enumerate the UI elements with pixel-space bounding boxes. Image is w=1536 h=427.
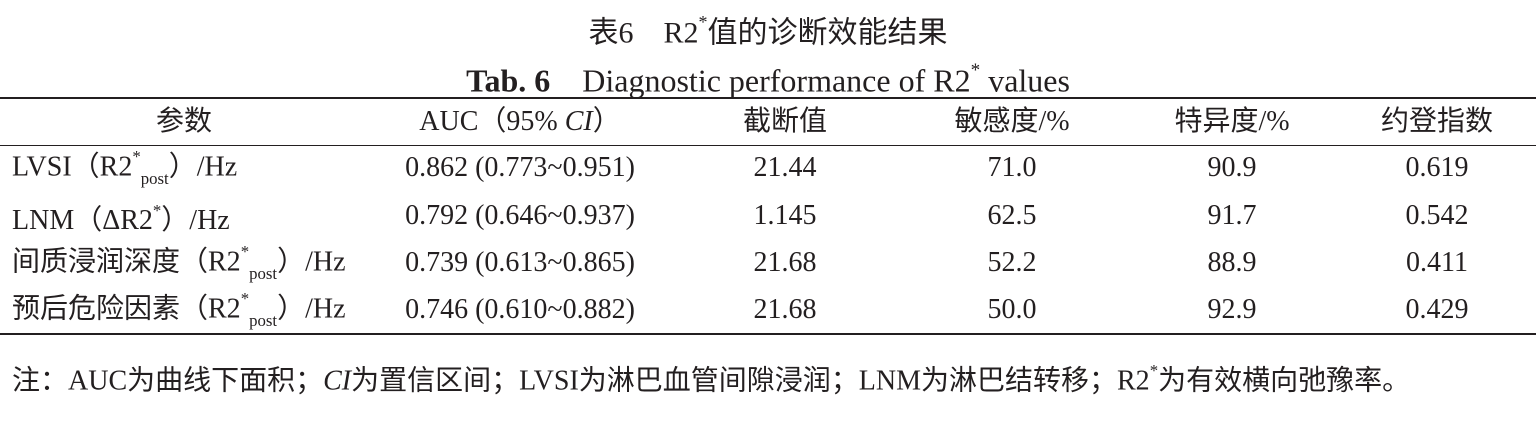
text-segment: post (249, 310, 278, 330)
text-segment: ） (592, 106, 621, 137)
text-segment: post (249, 263, 278, 283)
table-cell: 1.145 (753, 200, 817, 231)
table-cell: 90.9 (1207, 152, 1257, 183)
text-segment: * (240, 289, 250, 309)
table-cell: 52.2 (987, 247, 1037, 278)
table-cell: 21.68 (753, 294, 817, 325)
table-cell: 0.746 (0.610~0.882) (405, 294, 635, 325)
table-cell: 62.5 (987, 200, 1037, 231)
text-segment: LNM（ΔR2 (12, 205, 153, 237)
table-cell: LNM（ΔR2*）/Hz (12, 194, 230, 238)
text-segment: LVSI（R2 (12, 151, 133, 183)
text-segment: * (240, 242, 250, 262)
text-segment: ）/Hz (168, 151, 238, 183)
title-cn: 表6 R2*值的诊断效能结果 (0, 4, 1536, 51)
header-cell: 截断值 (742, 106, 828, 137)
table-cell: 0.619 (1405, 152, 1469, 183)
text-segment: ）/Hz (277, 293, 346, 325)
text-segment: 注：AUC为曲线下面积； (12, 365, 324, 397)
text-segment: post (140, 168, 169, 188)
header-rule (0, 145, 1536, 146)
text-segment: * (132, 147, 141, 167)
table-cell: 0.739 (0.613~0.865) (405, 247, 635, 278)
header-cell: AUC（95% CI） (419, 105, 620, 139)
text-segment: 预后危险因素（R2 (12, 293, 241, 325)
title-en: Tab. 6 Diagnostic performance of R2* val… (0, 52, 1536, 99)
text-segment: ）/Hz (161, 205, 230, 237)
table-cell: LVSI（R2*post）/Hz (12, 140, 237, 196)
text-segment: 值的诊断效能结果 (707, 16, 948, 50)
table-cell: 91.7 (1207, 200, 1257, 231)
table-cell: 0.542 (1405, 200, 1469, 231)
text-segment: * (152, 200, 162, 220)
text-segment: 间质浸润深度（R2 (12, 246, 241, 278)
table-note: 注：AUC为曲线下面积；CI为置信区间；LVSI为淋巴血管间隙浸润；LNM为淋巴… (12, 352, 1530, 400)
text-segment: values (980, 62, 1070, 99)
text-segment: 为置信区间；LVSI为淋巴血管间隙浸润；LNM为淋巴结转移；R2 (351, 365, 1150, 397)
text-segment: CI (564, 106, 593, 137)
text-segment: CI (323, 365, 352, 397)
text-segment: 为有效横向弛豫率。 (1158, 365, 1411, 397)
table-cell: 0.792 (0.646~0.937) (405, 200, 635, 231)
table-cell: 21.68 (753, 247, 817, 278)
table-cell: 0.411 (1406, 247, 1468, 278)
text-segment: Diagnostic performance of R2 (550, 62, 971, 99)
table-cell: 预后危险因素（R2*post）/Hz (12, 282, 346, 338)
text-segment: 表6 R2 (588, 16, 699, 50)
bottom-rule (0, 333, 1536, 335)
header-cell: 敏感度/% (954, 106, 1070, 137)
table-cell: 0.862 (0.773~0.951) (405, 152, 635, 183)
text-segment: AUC（95% (419, 106, 565, 137)
table-cell: 0.429 (1405, 294, 1469, 325)
table-cell: 71.0 (987, 152, 1037, 183)
text-segment: * (970, 60, 981, 81)
text-segment: * (1149, 361, 1159, 380)
table-cell: 间质浸润深度（R2*post）/Hz (12, 235, 346, 291)
table-cell: 50.0 (987, 294, 1037, 325)
text-segment: ）/Hz (277, 246, 346, 278)
table-cell: 88.9 (1207, 247, 1257, 278)
header-cell: 特异度/% (1174, 106, 1290, 137)
table-cell: 21.44 (753, 152, 817, 183)
top-rule (0, 97, 1536, 99)
text-segment: Tab. 6 (466, 62, 551, 99)
table-cell: 92.9 (1207, 294, 1257, 325)
header-cell: 约登指数 (1380, 106, 1494, 137)
text-segment: * (698, 12, 708, 32)
header-cell: 参数 (155, 106, 213, 137)
